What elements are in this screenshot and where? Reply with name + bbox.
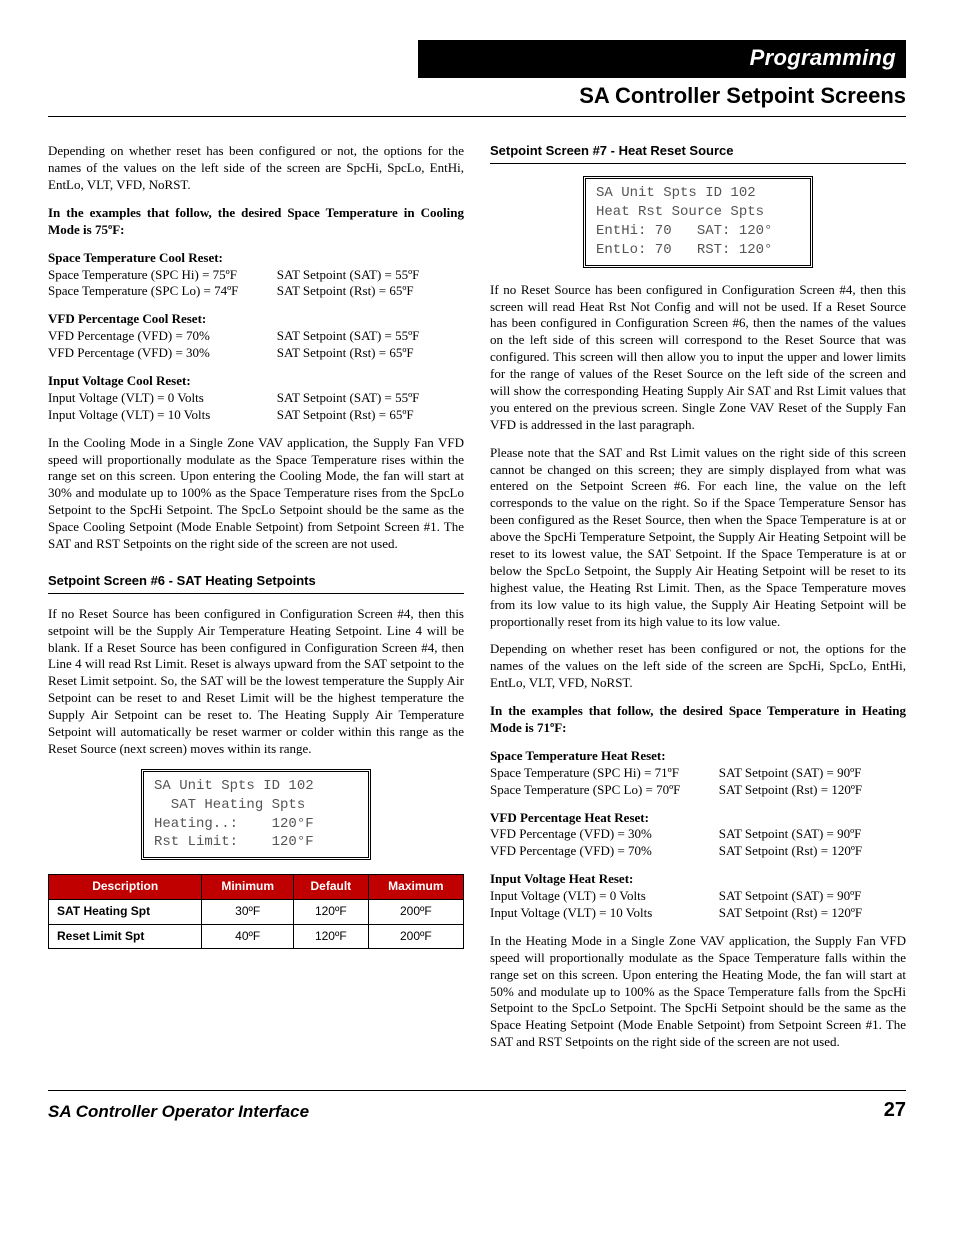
reset-left-value: VFD Percentage (VFD) = 70% — [48, 328, 277, 345]
reset-left-value: VFD Percentage (VFD) = 70% — [490, 843, 719, 860]
section6-title: Setpoint Screen #6 - SAT Heating Setpoin… — [48, 573, 464, 594]
reset-block: Input Voltage Cool Reset:Input Voltage (… — [48, 373, 464, 424]
reset-row: Input Voltage (VLT) = 0 VoltsSAT Setpoin… — [490, 888, 906, 905]
footer-page-number: 27 — [884, 1097, 906, 1123]
reset-row: VFD Percentage (VFD) = 70%SAT Setpoint (… — [48, 328, 464, 345]
reset-row: Input Voltage (VLT) = 10 VoltsSAT Setpoi… — [490, 905, 906, 922]
heating-paragraph: In the Heating Mode in a Single Zone VAV… — [490, 933, 906, 1051]
reset-block: Input Voltage Heat Reset:Input Voltage (… — [490, 871, 906, 922]
section7-para2: Please note that the SAT and Rst Limit v… — [490, 445, 906, 631]
intro-paragraph: Depending on whether reset has been conf… — [48, 143, 464, 194]
reset-right-value: SAT Setpoint (SAT) = 90ºF — [719, 888, 906, 905]
reset-left-value: Input Voltage (VLT) = 0 Volts — [48, 390, 277, 407]
table-header: Default — [293, 875, 368, 900]
table-row: Reset Limit Spt40ºF120ºF200ºF — [49, 924, 464, 949]
lcd-line: Heat Rst Source Spts — [596, 203, 800, 222]
examples-intro: In the examples that follow, the desired… — [48, 205, 464, 239]
lcd-line: Heating..: 120°F — [154, 815, 358, 834]
reset-right-value: SAT Setpoint (Rst) = 120ºF — [719, 843, 906, 860]
cooling-paragraph: In the Cooling Mode in a Single Zone VAV… — [48, 435, 464, 553]
section7-para3: Depending on whether reset has been conf… — [490, 641, 906, 692]
reset-right-value: SAT Setpoint (Rst) = 65ºF — [277, 283, 464, 300]
reset-title: VFD Percentage Cool Reset: — [48, 311, 464, 328]
reset-row: Space Temperature (SPC Lo) = 70ºFSAT Set… — [490, 782, 906, 799]
section6-paragraph: If no Reset Source has been configured i… — [48, 606, 464, 758]
header-band: Programming — [418, 40, 906, 78]
reset-title: VFD Percentage Heat Reset: — [490, 810, 906, 827]
reset-right-value: SAT Setpoint (SAT) = 55ºF — [277, 390, 464, 407]
reset-right-value: SAT Setpoint (SAT) = 90ºF — [719, 826, 906, 843]
reset-left-value: Input Voltage (VLT) = 0 Volts — [490, 888, 719, 905]
lcd-line: SAT Heating Spts — [154, 796, 358, 815]
reset-title: Space Temperature Heat Reset: — [490, 748, 906, 765]
reset-left-value: VFD Percentage (VFD) = 30% — [490, 826, 719, 843]
table-header: Description — [49, 875, 202, 900]
reset-title: Space Temperature Cool Reset: — [48, 250, 464, 267]
reset-row: Space Temperature (SPC Hi) = 71ºFSAT Set… — [490, 765, 906, 782]
reset-title: Input Voltage Heat Reset: — [490, 871, 906, 888]
reset-block: Space Temperature Heat Reset:Space Tempe… — [490, 748, 906, 799]
reset-row: Input Voltage (VLT) = 10 VoltsSAT Setpoi… — [48, 407, 464, 424]
table-cell: 30ºF — [202, 899, 294, 924]
reset-title: Input Voltage Cool Reset: — [48, 373, 464, 390]
reset-row: VFD Percentage (VFD) = 30%SAT Setpoint (… — [48, 345, 464, 362]
lcd-screen-6: SA Unit Spts ID 102 SAT Heating SptsHeat… — [141, 769, 371, 861]
reset-block: Space Temperature Cool Reset:Space Tempe… — [48, 250, 464, 301]
lcd-line: SA Unit Spts ID 102 — [154, 777, 358, 796]
reset-left-value: Input Voltage (VLT) = 10 Volts — [48, 407, 277, 424]
lcd-line: EntHi: 70 SAT: 120° — [596, 222, 800, 241]
left-column: Depending on whether reset has been conf… — [48, 143, 464, 1062]
reset-right-value: SAT Setpoint (SAT) = 90ºF — [719, 765, 906, 782]
reset-right-value: SAT Setpoint (SAT) = 55ºF — [277, 328, 464, 345]
lcd-line: EntLo: 70 RST: 120° — [596, 241, 800, 260]
reset-row: VFD Percentage (VFD) = 30%SAT Setpoint (… — [490, 826, 906, 843]
reset-block: VFD Percentage Cool Reset:VFD Percentage… — [48, 311, 464, 362]
reset-left-value: Space Temperature (SPC Hi) = 71ºF — [490, 765, 719, 782]
table-cell: 40ºF — [202, 924, 294, 949]
table-header: Minimum — [202, 875, 294, 900]
reset-right-value: SAT Setpoint (SAT) = 55ºF — [277, 267, 464, 284]
reset-row: VFD Percentage (VFD) = 70%SAT Setpoint (… — [490, 843, 906, 860]
lcd-line: SA Unit Spts ID 102 — [596, 184, 800, 203]
reset-right-value: SAT Setpoint (Rst) = 120ºF — [719, 782, 906, 799]
table-header: Maximum — [368, 875, 463, 900]
right-column: Setpoint Screen #7 - Heat Reset Source S… — [490, 143, 906, 1062]
subheader: SA Controller Setpoint Screens — [48, 78, 906, 118]
table-cell: Reset Limit Spt — [49, 924, 202, 949]
reset-row: Space Temperature (SPC Lo) = 74ºFSAT Set… — [48, 283, 464, 300]
page-footer: SA Controller Operator Interface 27 — [48, 1090, 906, 1123]
lcd-screen-7: SA Unit Spts ID 102Heat Rst Source SptsE… — [583, 176, 813, 268]
table-row: SAT Heating Spt30ºF120ºF200ºF — [49, 899, 464, 924]
table-cell: 120ºF — [293, 899, 368, 924]
section7-title: Setpoint Screen #7 - Heat Reset Source — [490, 143, 906, 164]
reset-row: Input Voltage (VLT) = 0 VoltsSAT Setpoin… — [48, 390, 464, 407]
reset-right-value: SAT Setpoint (Rst) = 65ºF — [277, 345, 464, 362]
reset-right-value: SAT Setpoint (Rst) = 65ºF — [277, 407, 464, 424]
reset-block: VFD Percentage Heat Reset:VFD Percentage… — [490, 810, 906, 861]
table-cell: 120ºF — [293, 924, 368, 949]
reset-left-value: VFD Percentage (VFD) = 30% — [48, 345, 277, 362]
setpoint-table-6: DescriptionMinimumDefaultMaximum SAT Hea… — [48, 874, 464, 949]
reset-left-value: Space Temperature (SPC Lo) = 74ºF — [48, 283, 277, 300]
lcd-line: Rst Limit: 120°F — [154, 833, 358, 852]
reset-right-value: SAT Setpoint (Rst) = 120ºF — [719, 905, 906, 922]
section7-para1: If no Reset Source has been configured i… — [490, 282, 906, 434]
table-cell: SAT Heating Spt — [49, 899, 202, 924]
reset-row: Space Temperature (SPC Hi) = 75ºFSAT Set… — [48, 267, 464, 284]
reset-left-value: Space Temperature (SPC Lo) = 70ºF — [490, 782, 719, 799]
reset-left-value: Input Voltage (VLT) = 10 Volts — [490, 905, 719, 922]
table-cell: 200ºF — [368, 924, 463, 949]
examples-intro-heat: In the examples that follow, the desired… — [490, 703, 906, 737]
table-cell: 200ºF — [368, 899, 463, 924]
content-columns: Depending on whether reset has been conf… — [48, 143, 906, 1062]
footer-title: SA Controller Operator Interface — [48, 1101, 309, 1123]
reset-left-value: Space Temperature (SPC Hi) = 75ºF — [48, 267, 277, 284]
